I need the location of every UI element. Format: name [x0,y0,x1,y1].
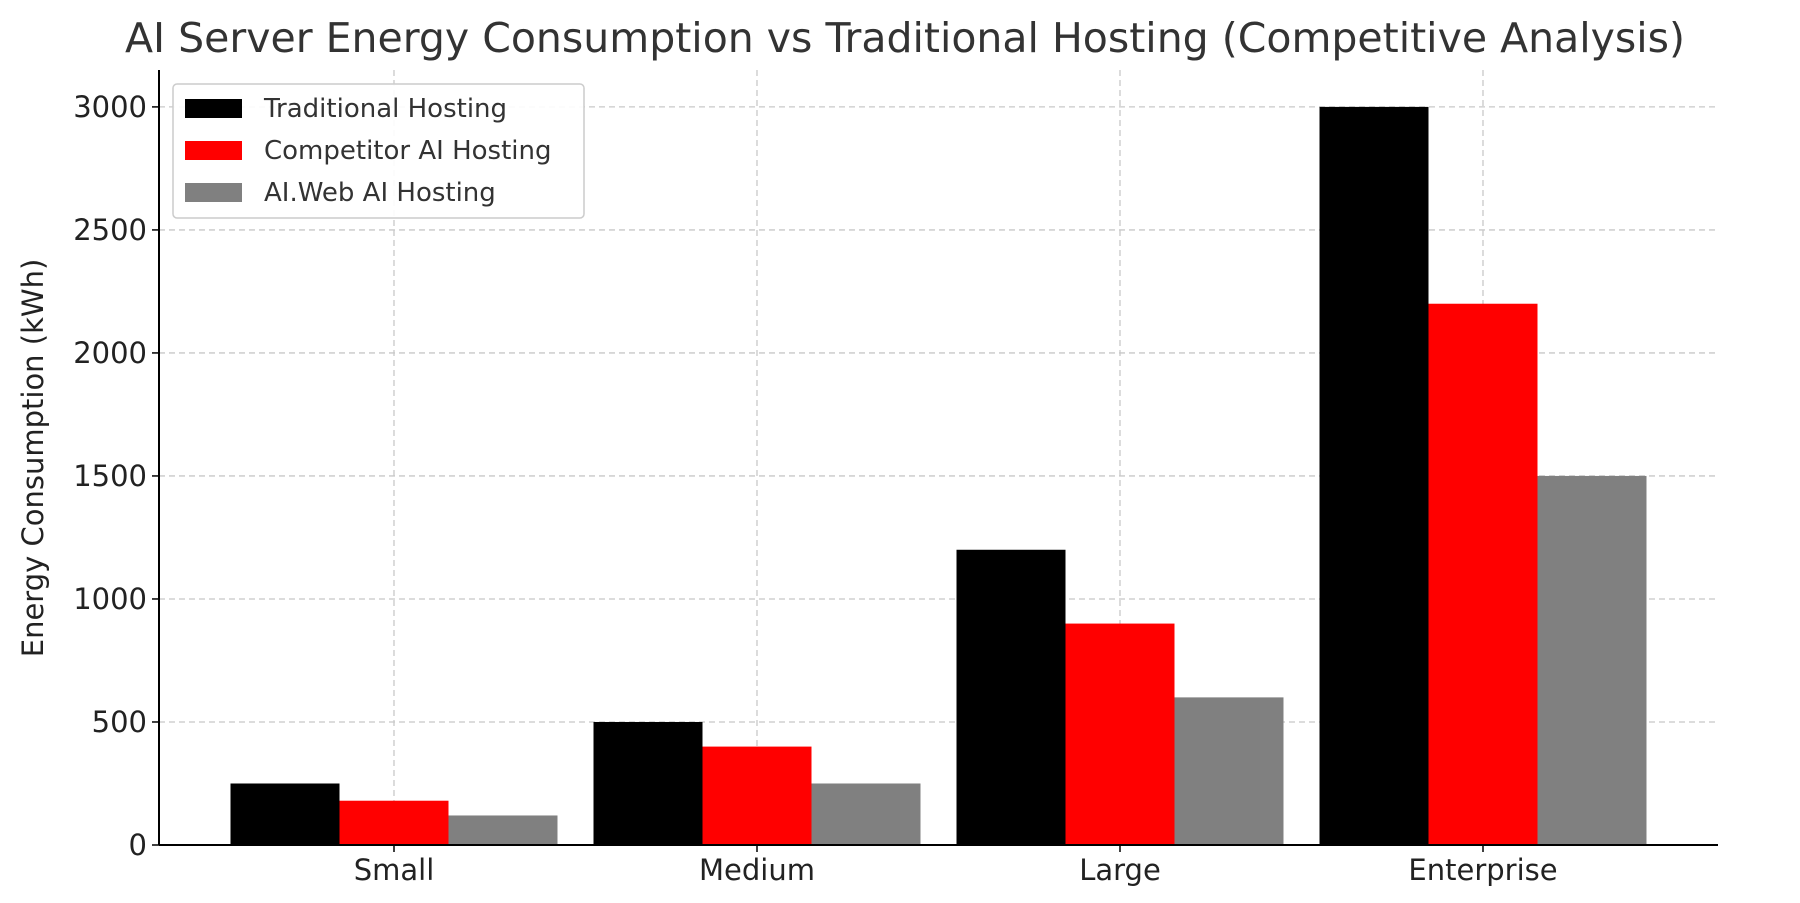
legend-label: Competitor AI Hosting [264,136,552,166]
bar-ai-web-ai-hosting-small [448,815,558,845]
bar-ai-web-ai-hosting-large [1174,697,1284,845]
bar-traditional-hosting-medium [593,721,703,845]
y-tick-label: 500 [92,705,147,739]
bar-ai-web-ai-hosting-enterprise [1537,475,1647,845]
legend-swatch [185,99,242,118]
x-tick-label: Enterprise [1408,853,1557,887]
bar-ai-web-ai-hosting-medium [811,783,921,845]
bar-competitor-ai-hosting-large [1065,623,1175,845]
bar-traditional-hosting-large [956,549,1066,845]
x-tick-label: Small [354,853,435,887]
y-tick-label: 0 [129,828,147,862]
bar-competitor-ai-hosting-enterprise [1428,303,1538,845]
legend: Traditional Hosting Competitor AI Hosting… [172,83,585,219]
y-tick-label: 3000 [73,90,147,124]
bar-competitor-ai-hosting-medium [702,746,812,845]
legend-label: AI.Web AI Hosting [264,178,496,208]
y-axis-ticks: 0 500 1000 1500 2000 2500 3000 [73,90,159,862]
x-tick-label: Large [1079,853,1161,887]
x-tick-label: Medium [699,853,815,887]
bar-traditional-hosting-enterprise [1319,106,1429,845]
bar-traditional-hosting-small [230,783,340,845]
y-tick-label: 1500 [73,459,147,493]
legend-label: Traditional Hosting [263,94,507,124]
legend-box [172,83,585,219]
legend-swatch [185,183,242,202]
chart-title: AI Server Energy Consumption vs Traditio… [125,14,1685,62]
y-axis-label: Energy Consumption (kWh) [16,259,50,658]
y-tick-label: 1000 [73,582,147,616]
bars [230,106,1647,845]
bar-competitor-ai-hosting-small [339,800,449,845]
y-tick-label: 2500 [73,213,147,247]
x-axis-ticks: Small Medium Large Enterprise [354,845,1558,887]
legend-swatch [185,141,242,160]
y-tick-label: 2000 [73,336,147,370]
